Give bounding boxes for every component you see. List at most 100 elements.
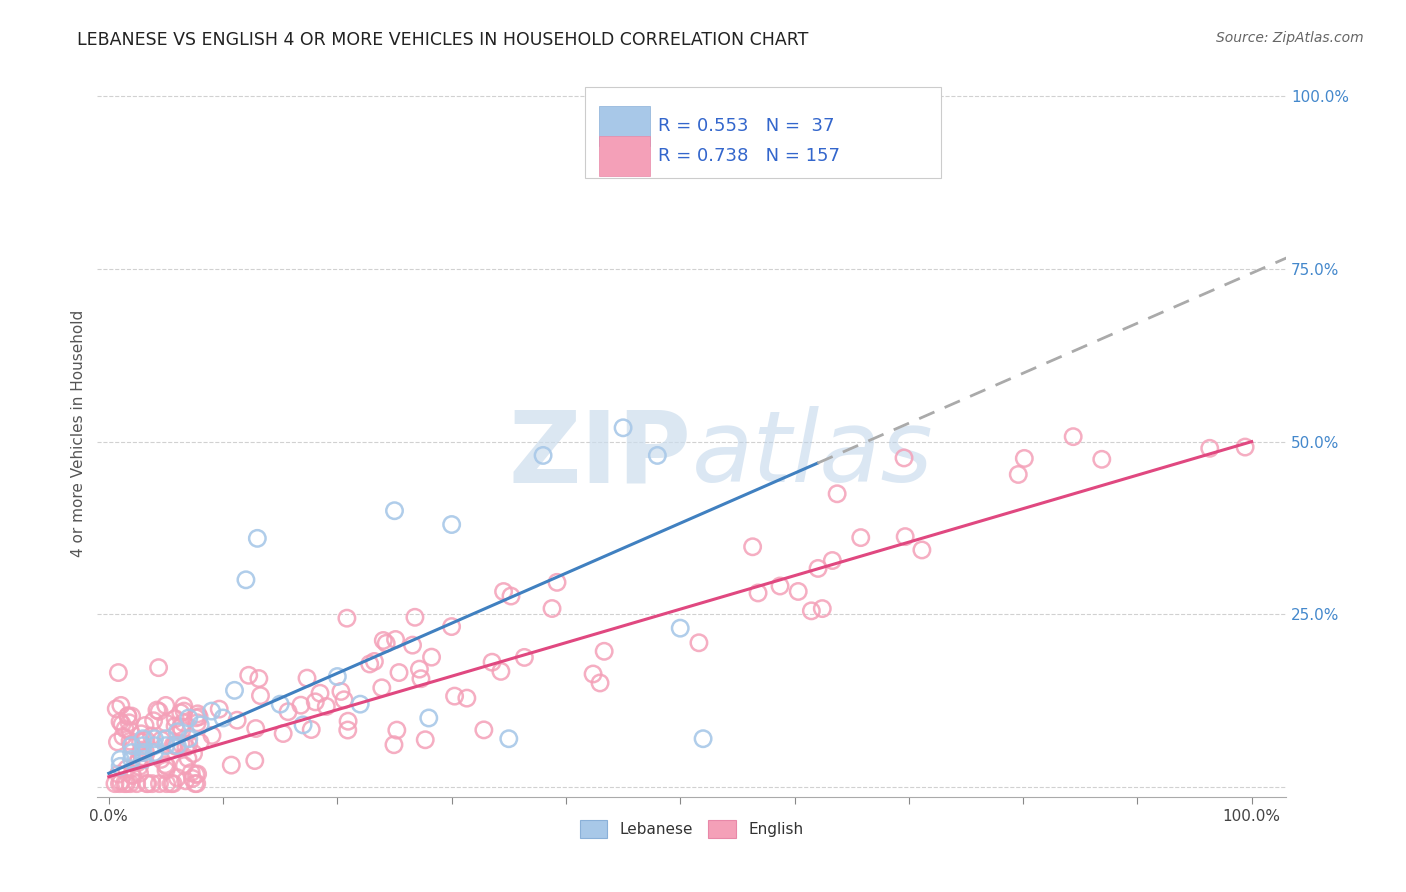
Point bbox=[146, 703, 169, 717]
Point bbox=[295, 671, 318, 685]
Point bbox=[541, 601, 564, 615]
Point bbox=[148, 705, 170, 719]
Point bbox=[440, 517, 463, 532]
Text: R = 0.553   N =  37: R = 0.553 N = 37 bbox=[658, 117, 835, 135]
Text: LEBANESE VS ENGLISH 4 OR MORE VEHICLES IN HOUSEHOLD CORRELATION CHART: LEBANESE VS ENGLISH 4 OR MORE VEHICLES I… bbox=[77, 31, 808, 49]
Point bbox=[160, 777, 183, 791]
Point bbox=[688, 636, 710, 650]
Point bbox=[811, 601, 834, 615]
Text: atlas: atlas bbox=[692, 407, 934, 503]
Point bbox=[420, 650, 443, 665]
Point bbox=[247, 672, 270, 686]
Point bbox=[170, 723, 193, 738]
Point bbox=[166, 771, 188, 785]
Point bbox=[184, 711, 207, 725]
Point bbox=[108, 752, 131, 766]
Point bbox=[129, 735, 152, 749]
Point bbox=[173, 704, 195, 718]
Point bbox=[249, 689, 271, 703]
Point bbox=[408, 662, 430, 676]
Point bbox=[120, 724, 142, 739]
Point bbox=[107, 665, 129, 680]
Point bbox=[443, 689, 465, 703]
Point bbox=[155, 739, 177, 753]
Point bbox=[409, 672, 432, 686]
Point bbox=[148, 777, 170, 791]
Point bbox=[292, 718, 315, 732]
Point bbox=[212, 711, 235, 725]
Point bbox=[499, 589, 522, 603]
Point bbox=[235, 573, 257, 587]
Point bbox=[349, 697, 371, 711]
Point bbox=[180, 765, 202, 780]
Point bbox=[148, 660, 170, 674]
Point bbox=[384, 504, 406, 518]
Point bbox=[114, 722, 136, 736]
Point bbox=[110, 775, 132, 789]
Point bbox=[413, 732, 436, 747]
Point bbox=[208, 702, 231, 716]
Point bbox=[121, 768, 143, 782]
Point bbox=[359, 657, 381, 671]
Legend: Lebanese, English: Lebanese, English bbox=[574, 814, 810, 845]
Point bbox=[326, 669, 349, 683]
Point bbox=[143, 746, 166, 760]
Point bbox=[177, 731, 200, 746]
Text: ZIP: ZIP bbox=[509, 407, 692, 503]
Point bbox=[132, 731, 155, 746]
Point bbox=[336, 611, 359, 625]
Point bbox=[363, 655, 385, 669]
Point bbox=[127, 756, 149, 770]
Point bbox=[155, 715, 177, 730]
Point bbox=[112, 777, 135, 791]
Point bbox=[165, 719, 187, 733]
Point bbox=[141, 777, 163, 791]
Point bbox=[141, 729, 163, 743]
Point bbox=[401, 638, 423, 652]
Point bbox=[117, 709, 139, 723]
Point bbox=[188, 718, 211, 732]
Point bbox=[336, 723, 359, 737]
Point bbox=[155, 731, 177, 746]
Point bbox=[108, 714, 131, 729]
Point bbox=[169, 720, 191, 734]
Point bbox=[162, 738, 184, 752]
Point bbox=[104, 777, 127, 791]
Point bbox=[800, 604, 823, 618]
Point bbox=[132, 752, 155, 766]
Point bbox=[188, 710, 211, 724]
Point bbox=[224, 683, 246, 698]
Point bbox=[108, 777, 131, 791]
Point bbox=[156, 759, 179, 773]
Point bbox=[669, 621, 692, 635]
FancyBboxPatch shape bbox=[585, 87, 941, 178]
Point bbox=[404, 610, 426, 624]
Point bbox=[121, 746, 143, 760]
Point bbox=[1234, 440, 1257, 454]
Point bbox=[382, 738, 405, 752]
Point bbox=[825, 487, 848, 501]
Point bbox=[385, 723, 408, 738]
Point bbox=[150, 752, 173, 766]
Point bbox=[115, 777, 138, 791]
Point bbox=[155, 757, 177, 772]
Point bbox=[582, 667, 605, 681]
Point bbox=[155, 698, 177, 713]
Point bbox=[309, 686, 332, 700]
Text: R = 0.738   N = 157: R = 0.738 N = 157 bbox=[658, 147, 841, 165]
Point bbox=[177, 737, 200, 751]
Point bbox=[165, 712, 187, 726]
Point bbox=[121, 752, 143, 766]
Point bbox=[299, 723, 322, 737]
Point bbox=[177, 711, 200, 725]
Point bbox=[166, 739, 188, 754]
Point bbox=[472, 723, 495, 737]
Point bbox=[107, 735, 129, 749]
Point bbox=[221, 758, 243, 772]
Point bbox=[143, 731, 166, 746]
Point bbox=[181, 772, 204, 786]
Point bbox=[187, 706, 209, 721]
Point bbox=[245, 722, 267, 736]
Point bbox=[492, 584, 515, 599]
Point bbox=[132, 739, 155, 753]
